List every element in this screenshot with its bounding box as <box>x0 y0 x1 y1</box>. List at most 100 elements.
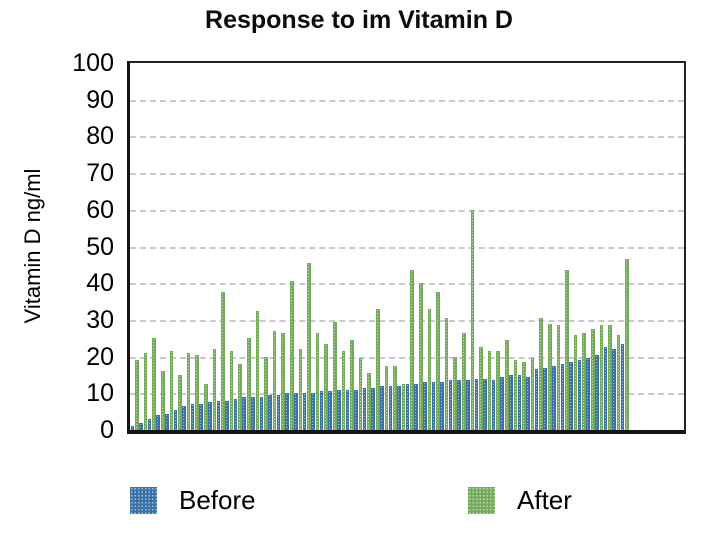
bar-after-23 <box>324 343 329 430</box>
bar-before-50 <box>551 365 556 430</box>
bar-before-14 <box>242 396 247 430</box>
legend-swatch-after <box>468 487 495 514</box>
bar-after-45 <box>513 360 518 430</box>
bar-after-42 <box>487 351 492 430</box>
bar-after-29 <box>375 308 380 430</box>
bar-after-49 <box>547 323 552 430</box>
bar-before-38 <box>448 380 453 430</box>
bar-before-56 <box>603 347 608 430</box>
bar-after-52 <box>573 334 578 430</box>
y-tick-0: 0 <box>100 416 114 444</box>
bar-after-58 <box>625 259 630 430</box>
bar-after-30 <box>384 365 389 430</box>
bar-before-26 <box>345 389 350 430</box>
bar-before-25 <box>336 389 341 430</box>
bar-after-2 <box>143 352 148 430</box>
bar-after-26 <box>350 340 354 430</box>
bar-after-22 <box>315 332 320 430</box>
bar-before-48 <box>534 369 539 430</box>
bar-before-24 <box>328 391 333 430</box>
bar-before-44 <box>500 376 505 430</box>
bar-before-43 <box>491 380 496 430</box>
bar-before-58 <box>620 343 625 430</box>
bar-before-57 <box>612 349 616 430</box>
bar-after-57 <box>616 334 621 430</box>
bar-after-21 <box>307 263 311 430</box>
bar-before-33 <box>405 384 410 430</box>
bar-after-3 <box>152 338 157 430</box>
bar-after-8 <box>195 354 200 430</box>
bar-before-40 <box>465 380 470 430</box>
bar-after-10 <box>212 349 217 430</box>
bar-after-35 <box>427 308 432 430</box>
bar-after-34 <box>418 283 423 430</box>
bar-before-1 <box>130 426 135 430</box>
bar-after-46 <box>522 362 526 430</box>
bar-after-24 <box>332 321 337 430</box>
bar-before-21 <box>302 393 307 430</box>
bar-after-25 <box>341 351 346 430</box>
bar-before-13 <box>233 398 238 430</box>
bar-after-37 <box>444 318 449 430</box>
y-tick-40: 40 <box>86 269 114 298</box>
bar-after-54 <box>590 329 595 430</box>
bar-before-35 <box>422 382 427 430</box>
bar-before-29 <box>371 387 376 430</box>
bar-after-16 <box>264 356 268 430</box>
bar-before-7 <box>182 406 186 430</box>
bar-before-52 <box>569 362 573 430</box>
bar-before-41 <box>474 378 479 430</box>
y-tick-10: 10 <box>86 379 114 408</box>
bar-after-14 <box>246 338 251 430</box>
bar-after-11 <box>221 292 225 430</box>
bar-before-53 <box>577 360 582 430</box>
bar-before-46 <box>517 374 522 430</box>
bar-after-43 <box>496 351 501 430</box>
bar-after-33 <box>410 270 415 430</box>
gridline-60 <box>130 209 684 212</box>
bar-before-49 <box>543 367 548 430</box>
bar-before-30 <box>379 385 384 430</box>
bar-after-27 <box>358 358 363 430</box>
y-tick-90: 90 <box>86 85 114 114</box>
bar-before-36 <box>431 382 436 430</box>
bar-after-17 <box>272 330 277 430</box>
bar-before-10 <box>207 402 212 430</box>
bar-after-36 <box>436 292 440 430</box>
gridline-40 <box>130 283 684 286</box>
bar-before-28 <box>362 387 367 430</box>
bar-before-16 <box>259 396 264 430</box>
bar-before-23 <box>319 391 324 430</box>
bar-before-47 <box>526 376 530 430</box>
bar-before-51 <box>560 363 565 430</box>
bar-after-50 <box>556 325 561 430</box>
bar-after-6 <box>178 374 182 430</box>
bar-after-19 <box>289 281 294 430</box>
bar-after-39 <box>461 332 466 430</box>
bar-before-37 <box>440 382 444 430</box>
bar-after-5 <box>169 351 174 430</box>
bar-after-20 <box>298 349 303 430</box>
bar-after-41 <box>479 347 483 430</box>
gridline-80 <box>130 136 684 139</box>
bar-before-27 <box>354 389 358 430</box>
bar-before-34 <box>414 384 419 430</box>
gridline-20 <box>130 356 684 359</box>
bar-before-9 <box>199 404 204 430</box>
bar-after-18 <box>281 332 286 430</box>
gridline-50 <box>130 246 684 249</box>
bar-after-31 <box>393 365 397 430</box>
bar-after-38 <box>453 356 458 430</box>
gridline-90 <box>130 99 684 102</box>
bar-before-31 <box>388 385 393 430</box>
bar-before-12 <box>225 400 229 430</box>
bar-after-28 <box>367 373 372 430</box>
gridline-30 <box>130 319 684 322</box>
bar-before-5 <box>164 413 169 430</box>
y-tick-30: 30 <box>86 305 114 334</box>
legend-label-after: After <box>517 485 572 515</box>
y-tick-70: 70 <box>86 159 114 188</box>
bar-before-3 <box>147 419 152 430</box>
bar-after-44 <box>504 340 509 430</box>
